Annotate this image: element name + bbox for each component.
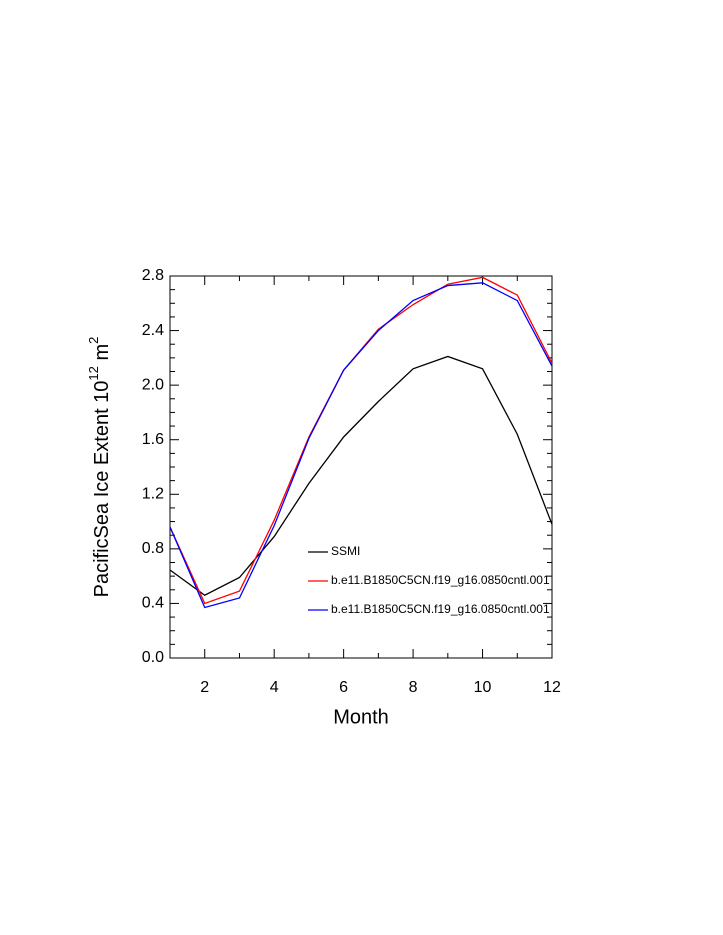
legend-label: b.e11.B1850C5CN.f19_g16.0850cntl.001 [331, 573, 550, 587]
y-axis-title-sup: 12 [86, 366, 101, 380]
legend-label: SSMI [331, 544, 360, 558]
y-axis-title-text: PacificSea Ice Extent 10 [91, 381, 113, 598]
series-line [169, 282, 553, 609]
y-axis-title-sup: 2 [86, 337, 101, 344]
x-tick-label: 4 [270, 679, 279, 696]
y-tick-label: 0.8 [142, 540, 164, 557]
series-line [169, 355, 553, 597]
y-axis-title: PacificSea Ice Extent 1012 m2 [86, 337, 113, 598]
x-tick-label: 10 [474, 679, 492, 696]
x-tick-label: 12 [543, 679, 561, 696]
legend-label: b.e11.B1850C5CN.f19_g16.0850cntl.001 [331, 602, 550, 616]
y-tick-label: 0.4 [142, 595, 164, 612]
y-tick-label: 2.8 [142, 267, 164, 284]
x-tick-label: 8 [409, 679, 418, 696]
y-axis-title-unit: m [91, 344, 113, 366]
y-tick-label: 1.6 [142, 431, 164, 448]
y-tick-label: 1.2 [142, 486, 164, 503]
y-tick-label: 2.4 [142, 322, 164, 339]
y-tick-label: 2.0 [142, 376, 164, 393]
y-tick-label: 0.0 [142, 649, 164, 666]
x-axis-title: Month [333, 706, 389, 728]
x-tick-label: 6 [339, 679, 348, 696]
x-tick-label: 2 [200, 679, 209, 696]
